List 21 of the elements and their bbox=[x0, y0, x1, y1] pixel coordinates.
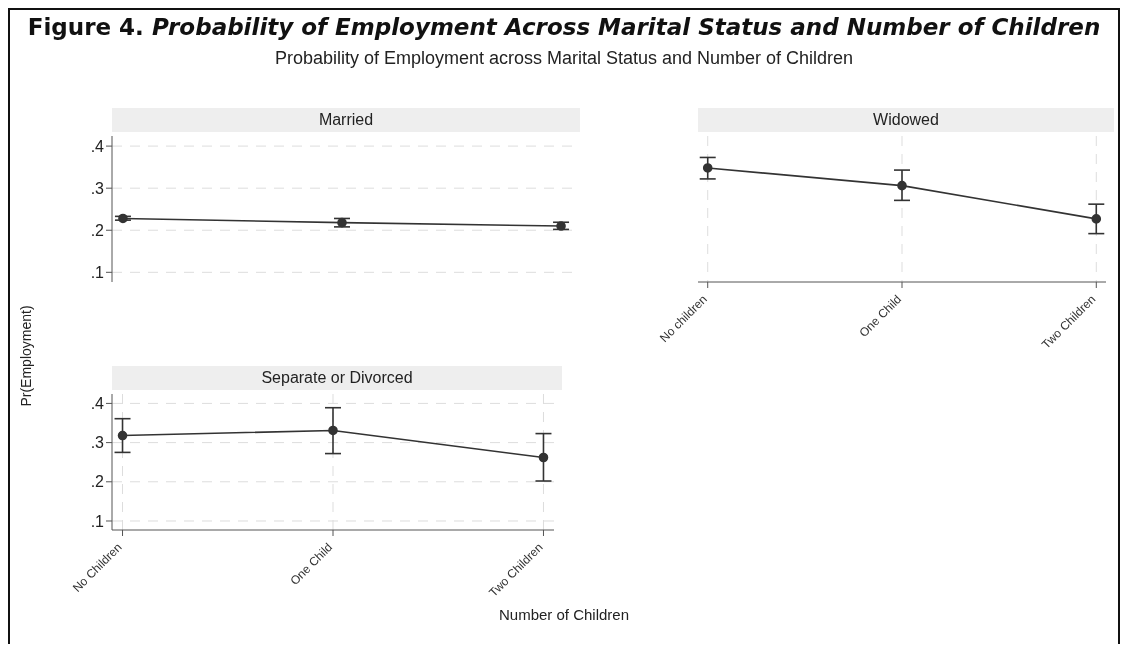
caption: Figure 4. Probability of Employment Across Marital Status and Number of Children bbox=[27, 14, 1101, 40]
y-tick-label: .1 bbox=[90, 512, 105, 530]
point bbox=[117, 430, 128, 441]
y-tick-label: .3 bbox=[90, 434, 105, 452]
y-tick-label: .4 bbox=[90, 137, 105, 155]
chart-title: Separate or Divorced bbox=[112, 366, 562, 390]
y-tick-label: .2 bbox=[90, 221, 105, 239]
point bbox=[538, 452, 549, 463]
chart-title: Widowed bbox=[698, 108, 1114, 132]
text: Probability of Employment across Marital Status and Number of Children bbox=[273, 48, 855, 69]
y-tick-label: .1 bbox=[90, 264, 105, 281]
chart-title: Married bbox=[112, 108, 580, 132]
point bbox=[556, 221, 566, 231]
y-tick-label: .3 bbox=[90, 179, 105, 197]
y-tick-label: .4 bbox=[90, 395, 105, 413]
y-axis-title: Pr(Employment) bbox=[18, 305, 34, 407]
y-tick-label: .2 bbox=[90, 473, 105, 491]
point bbox=[337, 217, 347, 228]
point bbox=[118, 213, 128, 224]
x-axis-title: Number of Children bbox=[497, 606, 631, 623]
point bbox=[328, 425, 338, 436]
